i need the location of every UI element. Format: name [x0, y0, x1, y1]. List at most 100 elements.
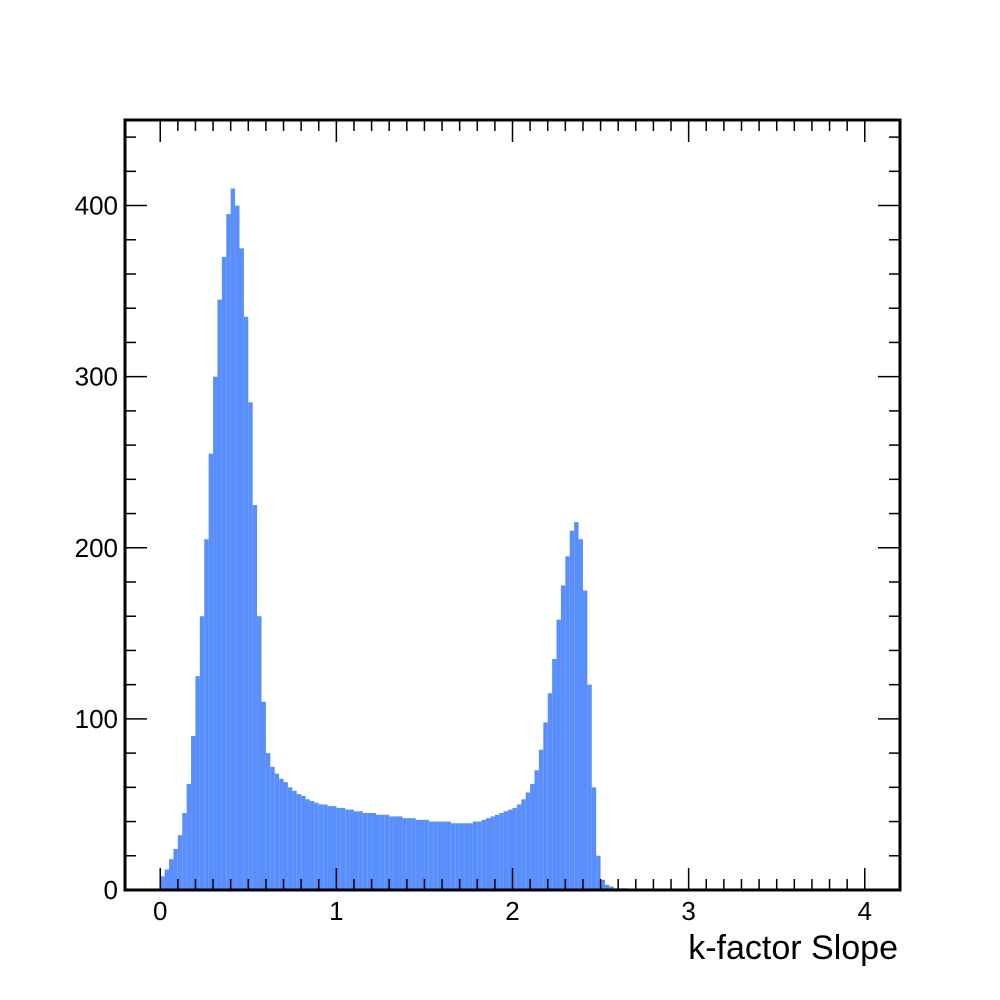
histogram-bar	[486, 818, 491, 890]
histogram-bar	[464, 823, 469, 890]
histogram-bar	[459, 823, 465, 890]
histogram-bar	[349, 809, 354, 890]
histogram-bar	[195, 676, 200, 890]
y-tick-label: 400	[75, 191, 118, 221]
histogram-bar	[230, 188, 236, 890]
histogram-bar	[433, 821, 438, 890]
histogram-bar	[415, 819, 421, 890]
histogram-bar	[455, 823, 460, 890]
ticks-layer	[125, 120, 900, 891]
histogram-bar	[252, 505, 258, 890]
histogram-bar	[309, 801, 315, 890]
histogram-bar	[164, 869, 170, 890]
histogram-bar	[235, 205, 240, 891]
histogram-bar	[380, 814, 385, 890]
histogram-bar	[442, 821, 447, 890]
histogram-bar	[569, 530, 575, 890]
y-tick-label: 200	[75, 533, 118, 563]
histogram-bar	[582, 590, 588, 890]
histogram-bar	[226, 214, 231, 891]
histogram-bar	[503, 811, 509, 890]
histogram-bar	[353, 811, 359, 890]
histogram-bar	[213, 376, 218, 891]
histogram-bar	[508, 809, 513, 890]
histogram-bar	[574, 522, 579, 890]
y-tick-label: 0	[104, 875, 118, 905]
histogram-bar	[314, 802, 319, 890]
histogram-bar	[389, 816, 394, 890]
histogram-bar	[327, 806, 332, 890]
histogram-bar	[199, 616, 205, 890]
histogram-bar	[182, 813, 187, 890]
histogram-bar	[239, 248, 244, 891]
histogram-bar	[331, 806, 337, 890]
histogram-bar	[367, 813, 372, 890]
histogram-bar	[345, 809, 350, 890]
y-tick-label: 300	[75, 362, 118, 392]
histogram-bar	[516, 804, 522, 890]
histogram-bar	[173, 848, 178, 890]
histogram-bar	[565, 556, 570, 890]
histogram-bar	[296, 794, 302, 890]
histogram-bar	[556, 619, 561, 890]
histogram-bar	[248, 402, 253, 890]
histogram-bar	[384, 814, 390, 890]
x-axis-title: k-factor Slope	[688, 929, 898, 967]
plot-frame	[123, 118, 902, 892]
histogram-bar	[591, 787, 597, 890]
bars-layer	[160, 188, 627, 891]
histogram-bar	[543, 722, 548, 890]
histogram-bar	[279, 778, 284, 890]
histogram-bar	[406, 818, 412, 890]
histogram-bar	[177, 835, 183, 890]
histogram-bar	[274, 773, 280, 890]
x-tick-label: 0	[153, 896, 167, 926]
histogram-bar	[243, 316, 249, 890]
histogram-bar	[261, 701, 266, 890]
histogram-bar	[204, 539, 209, 890]
y-tick-label: 100	[75, 704, 118, 734]
x-tick-label: 3	[681, 896, 695, 926]
histogram-bar	[411, 818, 416, 890]
histogram-bar	[468, 823, 473, 890]
histogram-bar	[481, 819, 487, 890]
histogram-bar	[512, 807, 517, 890]
histogram-bar	[318, 804, 324, 890]
histogram-bar	[437, 821, 443, 890]
histogram-bar	[398, 816, 403, 890]
histogram-bar	[375, 814, 381, 890]
histogram-bar	[521, 799, 526, 890]
histogram-bar	[446, 821, 451, 890]
histogram-bar	[265, 753, 271, 890]
histogram-bar	[472, 821, 478, 890]
histogram-bar	[428, 821, 434, 890]
histogram-bar	[191, 736, 196, 890]
histogram-bar	[292, 790, 297, 890]
histogram-bar	[578, 539, 583, 890]
histogram-bar	[287, 787, 293, 890]
histogram-bar	[604, 884, 610, 890]
histogram-bar	[552, 659, 557, 890]
x-tick-label: 2	[505, 896, 519, 926]
histogram-bar	[600, 879, 605, 890]
histogram-bar	[169, 859, 174, 890]
histogram-bar	[499, 813, 504, 890]
histogram-bar	[305, 799, 310, 890]
histogram-bar	[596, 855, 601, 890]
histogram-bar	[525, 792, 531, 890]
histogram-bar	[547, 693, 553, 890]
histogram-bar	[362, 813, 368, 890]
labels-layer: 0 1 2 3 4 0 100 200 300 400	[75, 191, 872, 926]
histogram-bar	[270, 766, 275, 890]
histogram-bar	[336, 807, 341, 890]
histogram-bar	[477, 821, 482, 890]
histogram-bar	[560, 585, 566, 890]
x-tick-label: 4	[858, 896, 872, 926]
histogram-bar	[530, 783, 535, 890]
histogram-bar	[609, 886, 614, 890]
histogram-bar	[186, 783, 192, 890]
x-tick-label: 1	[329, 896, 343, 926]
histogram-bar	[208, 453, 214, 890]
histogram-bar	[538, 749, 544, 890]
